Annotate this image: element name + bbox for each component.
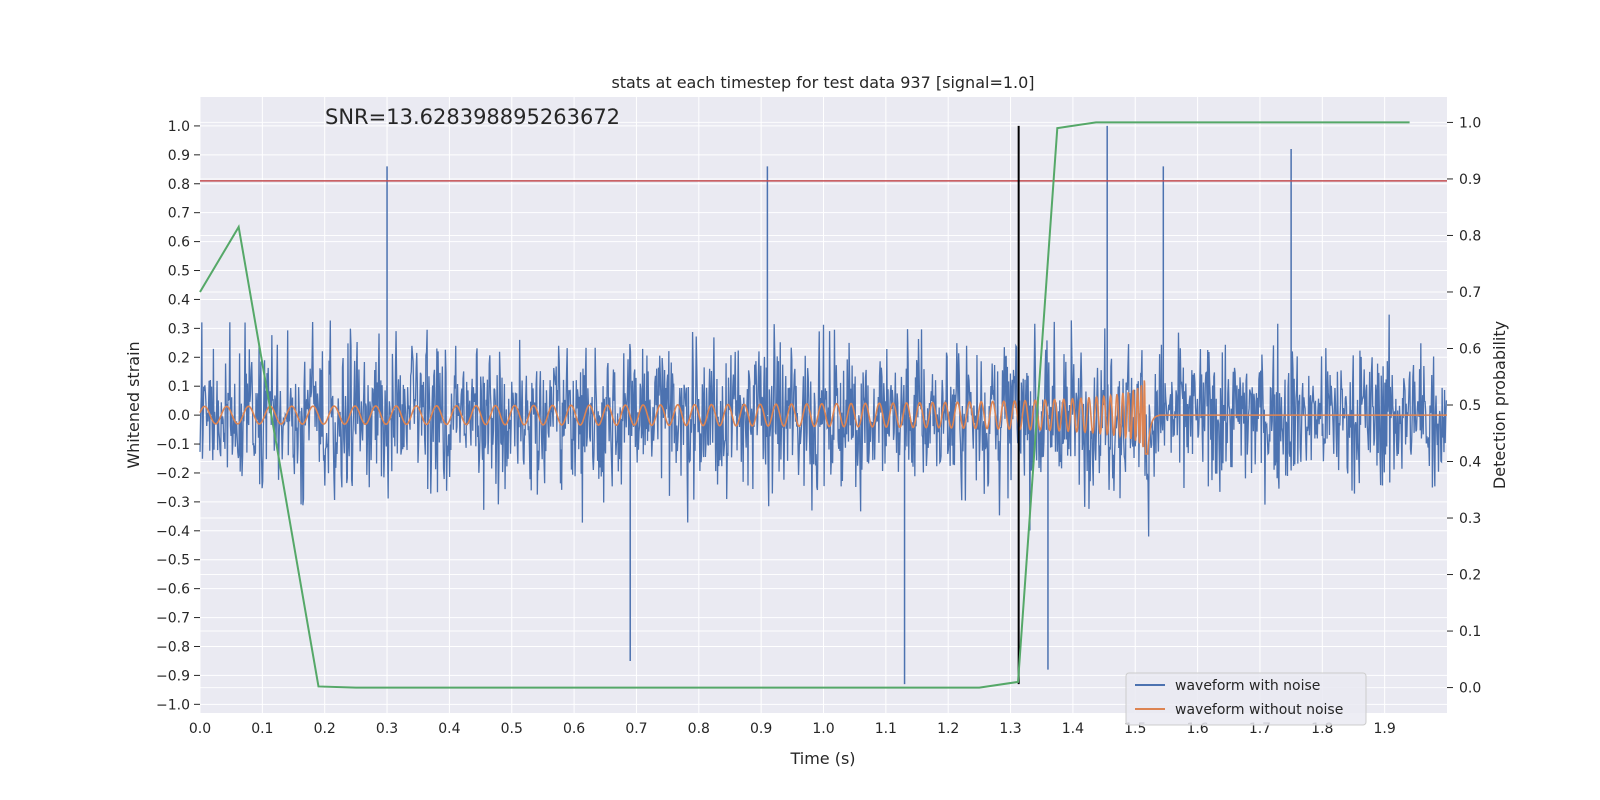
y-tick-label: 0.9 [168,148,190,164]
x-tick-label: 0.4 [438,721,460,737]
y2-tick-label: 0.1 [1459,624,1481,640]
y-tick-label: 0.4 [168,292,190,308]
y2-tick-label: 0.8 [1459,228,1481,244]
y2-tick-label: 1.0 [1459,115,1481,131]
x-tick-label: 0.6 [563,721,585,737]
y2-ticks: 1.0 0.9 0.8 0.7 0.6 0.5 0.4 0.3 0.2 0.1 0.0 [1447,115,1481,697]
y-tick-label: 1.0 [168,119,190,135]
y-tick-label: −0.6 [156,582,190,598]
x-tick-label: 0.0 [189,721,211,737]
x-tick-label: 0.5 [501,721,523,737]
probability-line [199,121,1410,689]
y-ticks: 1.0 0.9 0.8 0.7 0.6 0.5 0.4 0.3 0.2 0.1 0.0 −0.1 −0.… [156,119,200,713]
legend-box [1125,672,1367,726]
snr-annotation: SNR=13.628398895263672 [325,105,620,129]
clean-waveform-group [199,380,1447,455]
y2-tick-label: 0.5 [1459,398,1481,414]
y2-tick-label: 0.6 [1459,341,1481,357]
legend-clean-label: waveform without noise [1175,702,1343,718]
y2-axis-label: Detection probability [1490,321,1509,489]
y-tick-label: −0.1 [156,437,190,453]
noisy-waveform-group [199,125,1448,685]
y2-tick-label: 0.7 [1459,285,1481,301]
y-tick-label: 0.1 [168,379,190,395]
y-tick-label: 0.3 [168,321,190,337]
x-ticks: 0.0 0.1 0.2 0.3 0.4 0.5 0.6 0.7 0.8 0.9 1.0 1.1 1.2 1… [189,721,1396,737]
legend: waveform with noise waveform without noi… [1125,672,1367,726]
probability-group [199,121,1410,689]
y2-tick-label: 0.3 [1459,511,1481,527]
chart-title: stats at each timestep for test data 937… [611,73,1034,92]
y-tick-label: 0.5 [168,264,190,280]
y2-tick-label: 0.4 [1459,455,1481,471]
x-tick-label: 0.7 [625,721,647,737]
y-tick-label: 0.0 [168,408,190,424]
x-tick-label: 1.9 [1374,721,1396,737]
x-tick-label: 0.9 [750,721,772,737]
x-tick-label: 1.4 [1062,721,1084,737]
y-tick-label: 0.2 [168,350,190,366]
y-tick-label: −0.8 [156,639,190,655]
y-tick-label: −0.7 [156,611,190,627]
y2-tick-label: 0.9 [1459,172,1481,188]
clean-waveform-line [199,380,1447,455]
y-tick-label: 0.7 [168,206,190,222]
legend-noisy-label: waveform with noise [1175,678,1320,694]
y-tick-label: 0.6 [168,235,190,251]
y-tick-label: −0.4 [156,524,190,540]
x-tick-label: 0.1 [251,721,273,737]
y-tick-label: −0.2 [156,466,190,482]
x-tick-label: 1.2 [937,721,959,737]
x-tick-label: 0.8 [688,721,710,737]
y-tick-label: −0.9 [156,668,190,684]
x-tick-label: 1.1 [875,721,897,737]
y-tick-label: 0.8 [168,177,190,193]
y-tick-label: −0.5 [156,553,190,569]
noisy-waveform-line [199,314,1448,537]
x-axis-label: Time (s) [789,749,855,768]
x-tick-label: 0.3 [376,721,398,737]
y-tick-label: −0.3 [156,495,190,511]
y-tick-label: −1.0 [156,697,190,713]
x-tick-label: 0.2 [314,721,336,737]
y2-tick-label: 0.2 [1459,568,1481,584]
x-tick-label: 1.0 [812,721,834,737]
x-tick-label: 1.3 [999,721,1021,737]
y2-tick-label: 0.0 [1459,681,1481,697]
y-axis-label: Whitened strain [124,341,143,468]
